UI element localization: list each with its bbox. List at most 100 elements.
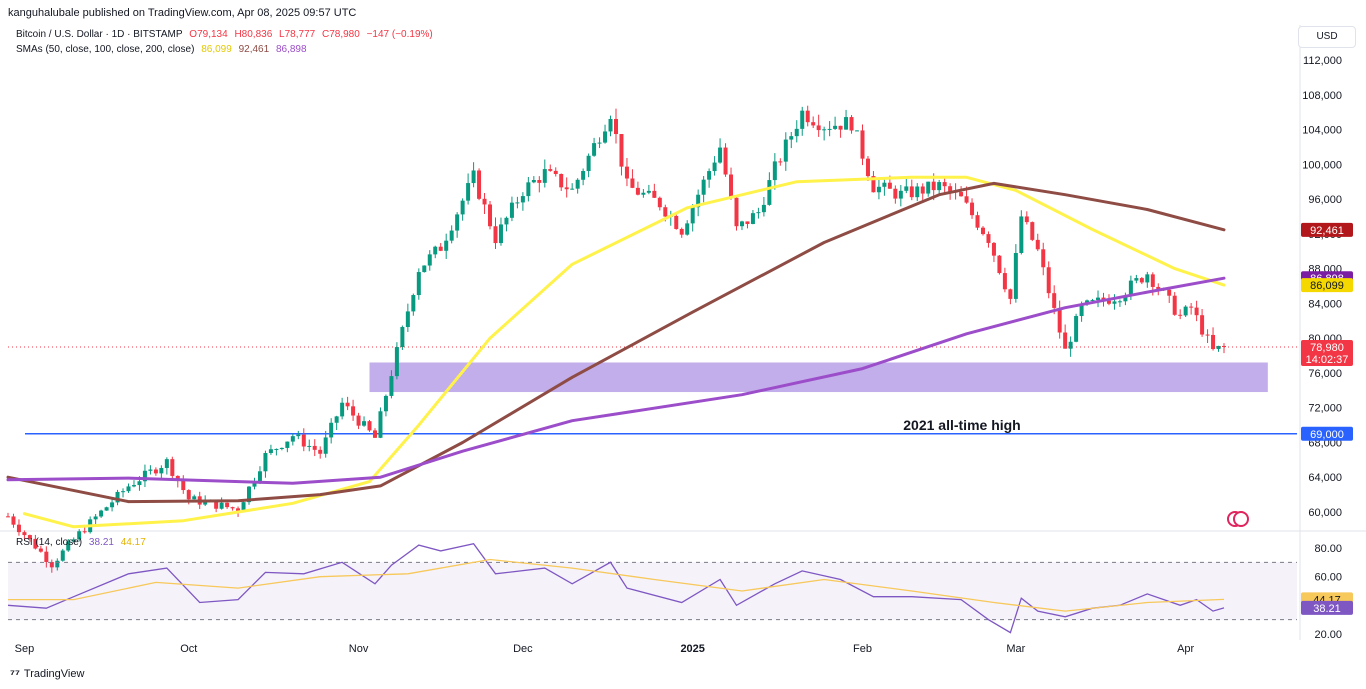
candle-body [822,129,827,131]
candle-body [389,376,394,396]
countdown-label: 14:02:37 [1306,354,1349,366]
candle-body [991,242,996,256]
price-axis-label-bg [1301,278,1353,293]
rsi-ma-value: 44.17 [120,537,146,548]
sma-legend[interactable]: SMAs (50, close, 100, close, 200, close)… [16,44,311,55]
candle-body [1200,315,1205,335]
candle-body [586,155,591,172]
sma200-value: 86,898 [275,44,307,55]
candle-body [619,134,624,167]
rsi-axis-label: 38.21 [1313,603,1341,615]
candle-body [110,502,115,508]
candle-body [515,202,520,204]
candle-body [186,490,191,500]
candle-body [312,445,317,450]
candle-body [542,169,547,183]
candle-body [750,213,755,224]
candle-body [1134,278,1139,281]
candle-body [49,562,54,568]
candle-body [438,246,443,251]
rsi-band [8,562,1297,620]
candle-body [707,171,712,180]
time-tick-label: Sep [15,643,35,655]
price-tick-label: 64,000 [1308,472,1342,484]
candle-body [1145,274,1150,283]
candle-body [16,524,21,533]
candle-body [696,194,701,208]
candle-body [1112,301,1117,304]
candle-body [1002,273,1007,290]
candle-body [1068,341,1073,349]
candle-body [641,192,646,195]
candle-body [860,130,865,159]
rsi-line [7,542,1225,634]
price-axis-label: 86,099 [1310,280,1344,292]
candle-body [115,491,120,503]
time-tick-label: Nov [349,643,369,655]
candle-body [488,204,493,227]
candle-body [340,402,345,417]
candle-body [1019,216,1024,253]
candle-body [767,180,772,205]
sma50-value: 86,099 [201,44,232,55]
time-tick-label: 2025 [680,643,704,655]
tradingview-brand: TradingView [23,668,85,680]
candle-body [455,214,460,231]
candle-body [970,202,975,216]
tradingview-logo-icon: ⁷⁷ [10,667,20,681]
candle-body [723,147,728,175]
candle-body [236,508,241,512]
sma200-line [6,276,1226,485]
price-tick-label: 60,000 [1308,507,1342,519]
candle-body [1167,289,1172,296]
price-tick-label: 76,000 [1308,368,1342,380]
candle-body [77,531,82,540]
candle-body [783,139,788,162]
candle-body [734,197,739,227]
candle-body [1128,280,1133,296]
time-tick-label: Feb [853,643,872,655]
rsi-axis-label-bg [1301,600,1353,615]
candle-body [701,179,706,195]
candle-body [964,196,969,203]
candle-body [838,125,843,130]
candle-body [1008,289,1013,299]
symbol-name: Bitcoin / U.S. Dollar · 1D · BITSTAMP [16,29,183,40]
ohlc-high: H80,836 [234,29,273,40]
currency-selector[interactable]: USD [1298,26,1356,48]
candle-body [1139,278,1144,283]
candle-body [257,471,262,481]
candle-body [170,459,175,476]
candle-body [329,422,334,438]
candle-body [1035,239,1040,250]
candle-body [203,500,208,505]
candle-body [263,453,268,472]
candle-body [756,212,761,214]
candle-body [1090,300,1095,302]
price-change: −147 (−0.19%) [366,29,433,40]
candle-body [592,143,597,156]
candle-body [564,187,569,190]
candle-body [137,481,142,486]
candle-body [986,234,991,243]
candle-body [608,118,613,132]
tradingview-footer[interactable]: ⁷⁷ TradingView [10,667,84,681]
candle-body [1172,295,1177,315]
candle-body [614,118,618,135]
candle-body [893,188,898,199]
candle-body [334,416,339,423]
candle-body [865,158,870,177]
price-tick-label: 104,000 [1302,125,1342,137]
candle-body [1106,300,1111,304]
symbol-legend[interactable]: Bitcoin / U.S. Dollar · 1D · BITSTAMP O7… [16,29,437,40]
candle-body [22,532,27,536]
candle-body [526,182,531,197]
ohlc-low: L78,777 [279,29,316,40]
candle-body [652,190,657,198]
price-tick-label: 112,000 [1303,55,1342,67]
candle-body [323,437,328,454]
price-axis-label: 78,980 [1310,342,1344,354]
rsi-legend[interactable]: RSI (14, close) 38.21 44.17 [16,537,150,548]
candle-body [351,406,356,416]
